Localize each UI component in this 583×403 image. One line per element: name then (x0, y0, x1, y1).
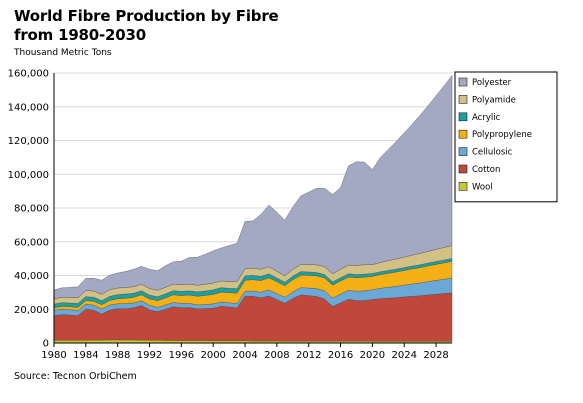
y-tick-label: 20,000 (14, 305, 49, 316)
x-tick-label: 1988 (105, 350, 130, 361)
y-tick-label: 120,000 (8, 136, 49, 147)
legend-label-wool: Wool (472, 182, 493, 192)
legend-swatch-acrylic (458, 112, 468, 122)
legend-label-cellulosic: Cellulosic (472, 148, 513, 158)
y-tick-label: 80,000 (14, 204, 49, 215)
area-series (53, 75, 453, 344)
legend-swatch-polypropylene (458, 129, 468, 139)
legend-swatch-polyester (458, 77, 468, 87)
legend-label-polyester: Polyester (472, 78, 512, 88)
x-tick-label: 2000 (200, 350, 225, 361)
x-tick-label: 1980 (41, 350, 66, 361)
legend-swatch-wool (458, 182, 468, 191)
y-tick-label: 100,000 (8, 170, 49, 181)
legend-swatch-cellulosic (458, 147, 468, 156)
y-tick-label: 0 (43, 339, 49, 350)
x-tick-label: 2016 (328, 350, 353, 361)
x-tick-label: 2024 (392, 350, 417, 361)
y-tick-label: 160,000 (8, 69, 49, 80)
x-tick-label: 1996 (169, 350, 194, 361)
axes: 0 20,000 40,000 60,000 80,000 100,000 120,000 1… (8, 69, 452, 361)
x-tick-label: 2008 (264, 350, 289, 361)
legend-box (454, 71, 558, 203)
x-tick-label: 2012 (296, 350, 321, 361)
y-axis-unit-label: Thousand Metric Tons (14, 48, 112, 58)
legend-label-polyamide: Polyamide (472, 95, 516, 105)
legend-swatch-polyamide (458, 95, 468, 104)
area-polyester (53, 75, 453, 300)
legend-label-polypropylene: Polypropylene (472, 130, 532, 140)
y-tick-label: 60,000 (14, 237, 49, 248)
y-tick-label: 40,000 (14, 271, 49, 282)
x-tick-label: 1992 (137, 350, 162, 361)
source-note: Source: Tecnon OrbiChem (14, 371, 137, 382)
x-tick-label: 2020 (360, 350, 385, 361)
x-tick-label: 1984 (73, 350, 98, 361)
y-tick-label: 140,000 (8, 102, 49, 113)
x-tick-label: 2004 (232, 350, 257, 361)
legend: Polyester Polyamide Acrylic Polypropylene Ce… (454, 71, 558, 203)
chart-title: World Fibre Production by Fibre from 198… (14, 7, 279, 44)
x-tick-label: 2028 (423, 350, 448, 361)
legend-label-cotton: Cotton (472, 165, 500, 175)
legend-label-acrylic: Acrylic (472, 113, 501, 123)
legend-swatch-cotton (458, 164, 468, 174)
